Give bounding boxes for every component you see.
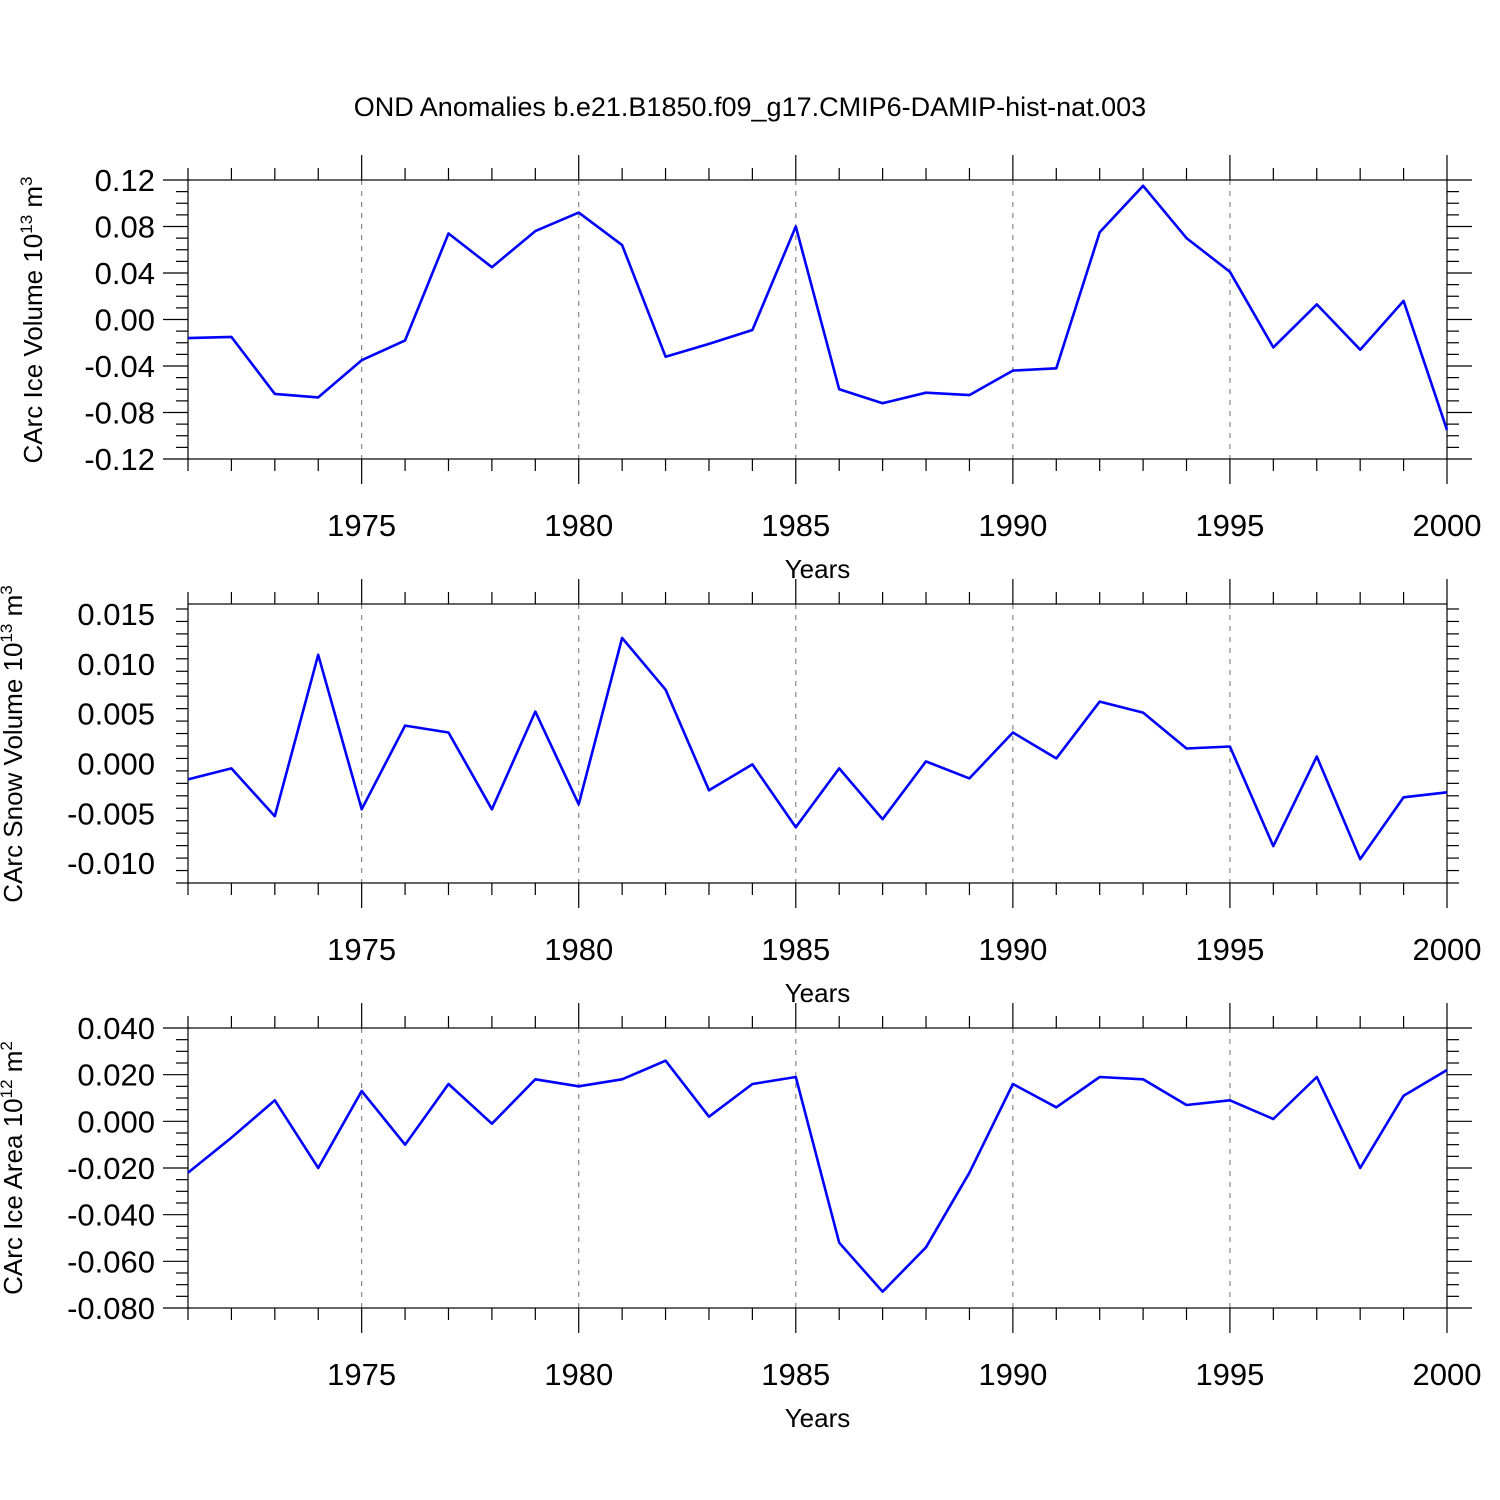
panel-3-xaxis-label: Years (785, 1403, 851, 1433)
panel-3-ytick-label: 0.020 (77, 1058, 155, 1093)
panel-1-ytick-label: -0.04 (84, 349, 155, 384)
panel-1-xtick-label: 1975 (327, 508, 396, 543)
panel-2-axes-frame (187, 603, 1448, 884)
panel-3-ytick-label: 0.000 (77, 1104, 155, 1139)
panel-3-xtick-label: 2000 (1413, 1357, 1482, 1392)
panel-2-series-line (187, 636, 1448, 861)
panel-3-xtick-label: 1980 (544, 1357, 613, 1392)
panel-2-xtick-label: 1990 (978, 932, 1047, 967)
chart-title: OND Anomalies b.e21.B1850.f09_g17.CMIP6-… (354, 92, 1146, 122)
panel-2-xaxis-label: Years (785, 978, 851, 1008)
panel-2: 0.015 0.010 0.005 0.000 -0.005 -0.010 1975 1980… (0, 579, 1481, 1008)
panel-3: 0.040 0.020 0.000 -0.020 -0.040 -0.060 -0.080 1… (0, 1003, 1481, 1433)
panel-3-xtick-label: 1990 (978, 1357, 1047, 1392)
panel-1-yaxis-label: CArc Ice Volume 1013 m3 (17, 176, 48, 463)
panel-2-ytick-label: 0.000 (77, 746, 155, 781)
panel-1-xtick-label: 1990 (978, 508, 1047, 543)
panel-1-series-line (187, 184, 1449, 431)
panel-2-ytick-label: -0.010 (67, 846, 155, 881)
panel-2-ytick-label: 0.010 (77, 647, 155, 682)
panel-1-xtick-label: 2000 (1413, 508, 1482, 543)
panel-3-ytick-label: -0.060 (67, 1244, 155, 1279)
panel-3-axes-frame (187, 1027, 1448, 1309)
panel-1-ytick-label: 0.08 (95, 210, 155, 245)
panel-1-xaxis-label: Years (785, 554, 851, 584)
panel-3-ytick-label: -0.020 (67, 1151, 155, 1186)
panel-1-xtick-label: 1995 (1195, 508, 1264, 543)
panel-1-xtick-label: 1985 (761, 508, 830, 543)
panel-1-ytick-label: 0.00 (95, 303, 155, 338)
panel-3-ytick-label: -0.040 (67, 1198, 155, 1233)
panel-3-ytick-label: -0.080 (67, 1291, 155, 1326)
panel-2-ytick-label: -0.005 (67, 796, 155, 831)
panel-1-ytick-label: -0.12 (84, 442, 155, 477)
panel-2-xtick-label: 2000 (1413, 932, 1482, 967)
panel-1-ytick-label: 0.12 (95, 163, 155, 198)
panel-1-ytick-label: -0.08 (84, 396, 155, 431)
panel-2-xtick-label: 1975 (327, 932, 396, 967)
panel-1-ytick-label: 0.04 (95, 256, 155, 291)
panel-1: 0.12 0.08 0.04 0.00 -0.04 -0.08 -0.12 1975 1980 1… (17, 155, 1481, 584)
panel-2-xtick-label: 1995 (1195, 932, 1264, 967)
panel-1-xtick-label: 1980 (544, 508, 613, 543)
panel-3-xtick-label: 1975 (327, 1357, 396, 1392)
panel-2-xtick-label: 1985 (761, 932, 830, 967)
panel-2-ytick-label: 0.005 (77, 697, 155, 732)
panel-3-ytick-label: 0.040 (77, 1011, 155, 1046)
panel-2-yaxis-label: CArc Snow Volume 1013 m3 (0, 585, 28, 902)
panel-3-xtick-label: 1995 (1195, 1357, 1264, 1392)
panel-2-ytick-label: 0.015 (77, 597, 155, 632)
panel-3-series-line (187, 1059, 1448, 1293)
panels: 0.12 0.08 0.04 0.00 -0.04 -0.08 -0.12 1975 1980 1… (0, 155, 1481, 1433)
panel-3-xtick-label: 1985 (761, 1357, 830, 1392)
panel-3-yaxis-label: CArc Ice Area 1012 m2 (0, 1041, 28, 1295)
panel-2-xtick-label: 1980 (544, 932, 613, 967)
